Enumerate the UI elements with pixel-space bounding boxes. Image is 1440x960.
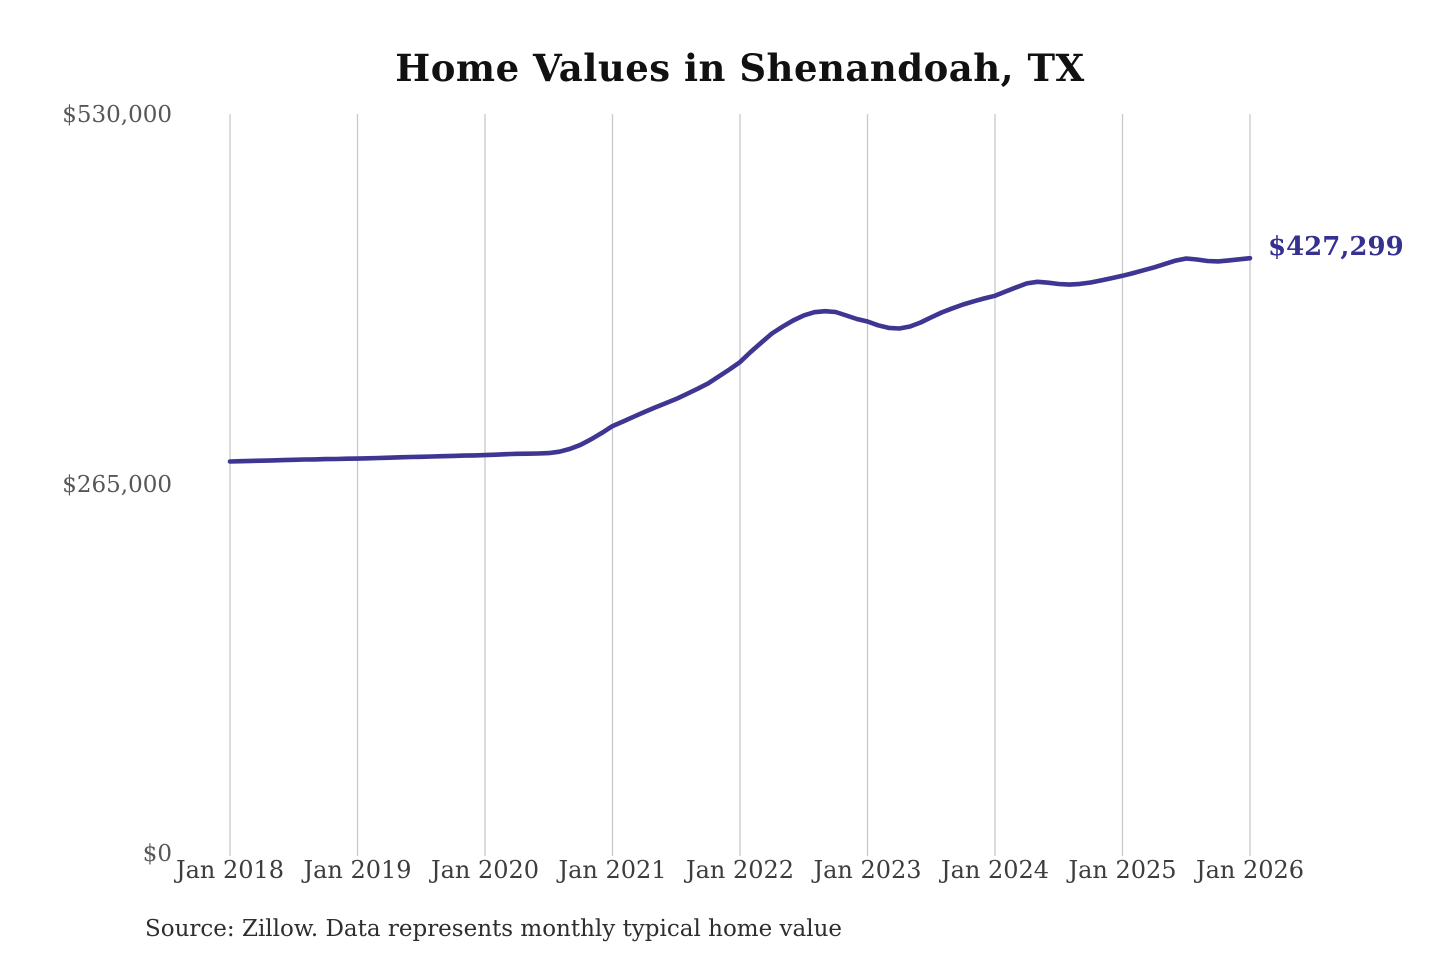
x-tick-label: Jan 2026 — [1195, 856, 1305, 884]
chart-title: Home Values in Shenandoah, TX — [395, 46, 1085, 90]
y-tick-label: $0 — [142, 841, 172, 867]
x-tick-label: Jan 2021 — [558, 856, 667, 884]
x-tick-label: Jan 2018 — [175, 856, 285, 884]
home-value-line — [227, 255, 1253, 464]
source-note: Source: Zillow. Data represents monthly … — [145, 916, 843, 942]
x-tick-label: Jan 2025 — [1068, 856, 1177, 884]
x-tick-label: Jan 2023 — [813, 856, 922, 884]
y-tick-label: $530,000 — [62, 102, 172, 128]
x-tick-label: Jan 2020 — [430, 856, 540, 884]
gridlines — [229, 114, 1251, 856]
x-tick-label: Jan 2019 — [303, 856, 412, 884]
latest-value-label: $427,299 — [1268, 232, 1404, 263]
x-tick-label: Jan 2022 — [685, 856, 795, 884]
y-tick-label: $265,000 — [62, 471, 172, 498]
x-tick-label: Jan 2024 — [940, 856, 1050, 884]
